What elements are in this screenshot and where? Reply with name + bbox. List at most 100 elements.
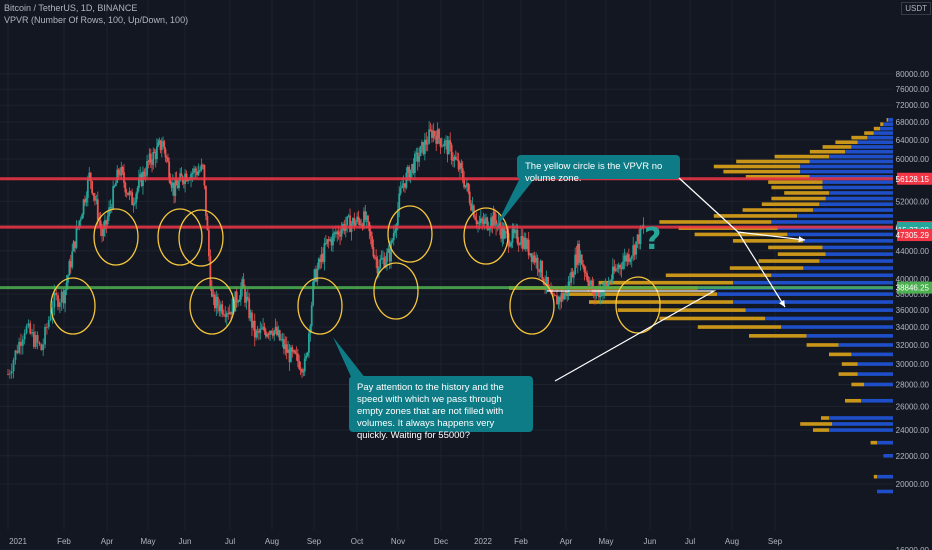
candle-body <box>71 251 74 268</box>
no-volume-circle <box>615 276 661 334</box>
candle-body <box>235 291 238 303</box>
candle-body <box>273 330 276 336</box>
candle-body <box>563 295 566 300</box>
candle-body <box>180 173 183 177</box>
candle-body <box>438 129 440 139</box>
candle-body <box>206 216 209 231</box>
candle-body <box>227 313 230 314</box>
candle-body <box>309 326 312 334</box>
candle-body <box>463 178 466 188</box>
candle-body <box>151 162 153 165</box>
candle-body <box>440 145 443 147</box>
candle-body <box>323 243 326 262</box>
volume-bar-down <box>883 454 893 458</box>
candle-body <box>326 239 329 244</box>
indicator-legend[interactable]: VPVR (Number Of Rows, 100, Up/Down, 100) <box>4 15 189 25</box>
candle-body <box>432 131 435 138</box>
candle-body <box>485 217 487 220</box>
candle-body <box>8 373 11 375</box>
volume-bar-up <box>694 232 788 237</box>
x-tick-label: Dec <box>434 537 448 546</box>
volume-bar-up <box>742 208 813 212</box>
candle-body <box>622 261 624 269</box>
x-tick-label: May <box>598 537 613 546</box>
candle-body <box>401 185 403 189</box>
candle-body <box>594 287 596 296</box>
candle-body <box>606 284 608 287</box>
x-tick-label: Jul <box>225 537 235 546</box>
candle-body <box>382 257 384 259</box>
candle-body <box>270 330 273 334</box>
candle-body <box>351 218 354 224</box>
y-tick-label: 26000.00 <box>896 402 930 411</box>
candle-body <box>467 183 470 192</box>
x-tick-label: Apr <box>101 537 114 546</box>
volume-bar-down <box>765 316 893 321</box>
level-tag-support: 38846.25 <box>896 284 930 293</box>
candle-body <box>319 258 322 263</box>
candle-body <box>539 260 542 273</box>
candle-body <box>127 192 129 196</box>
candle-body <box>124 182 127 193</box>
candle-body <box>91 181 94 194</box>
candle-body <box>164 149 167 158</box>
volume-bar-down <box>803 266 893 270</box>
candle-body <box>296 353 299 362</box>
candle-body <box>89 172 92 182</box>
candle-body <box>288 349 291 363</box>
candle-body <box>168 161 171 179</box>
candle-body <box>599 289 602 298</box>
volume-bar-down <box>877 440 893 445</box>
candle-body <box>349 215 351 233</box>
volume-bar-down <box>825 252 893 256</box>
currency-badge[interactable]: USDT <box>901 2 931 15</box>
candle-body <box>392 233 395 241</box>
volume-bar-up <box>777 252 826 256</box>
candle-body <box>153 151 156 153</box>
symbol-title: Bitcoin / TetherUS, 1D, BINANCE <box>4 3 138 13</box>
volume-bar-down <box>857 140 893 145</box>
volume-bar-down <box>888 118 893 122</box>
candle-body <box>535 257 538 263</box>
candle-body <box>386 252 388 262</box>
volume-bar-up <box>841 362 858 366</box>
candle-body <box>592 287 595 291</box>
candle-body <box>416 152 419 162</box>
candle-body <box>387 248 390 253</box>
candle-body <box>179 173 182 181</box>
candle-body <box>334 232 337 235</box>
candle-body <box>313 269 316 282</box>
candle-body <box>376 259 379 274</box>
candle-body <box>429 129 432 131</box>
x-tick-label: May <box>140 537 155 546</box>
candle-body <box>439 138 442 147</box>
candle-body <box>538 269 541 273</box>
callout-top-pointer <box>494 178 535 230</box>
candle-body <box>514 230 516 234</box>
x-tick-label: Oct <box>351 537 364 546</box>
candle-body <box>527 239 530 256</box>
candle-body <box>568 281 571 283</box>
candle-body <box>135 193 138 203</box>
candle-body <box>422 141 425 155</box>
candle-body <box>418 156 421 162</box>
volume-bar-up <box>617 308 746 312</box>
candle-body <box>435 135 438 144</box>
candle-body <box>74 241 76 248</box>
candle-body <box>363 211 365 229</box>
volume-bar-up <box>713 164 801 169</box>
no-volume-circle <box>297 277 343 335</box>
volume-bar-up <box>774 154 829 159</box>
candle-body <box>84 199 86 203</box>
candle-body <box>253 320 256 338</box>
volume-bar-up <box>784 191 829 195</box>
candle-body <box>251 312 253 328</box>
candle-body <box>346 216 349 226</box>
volume-bar-down <box>832 422 893 426</box>
candle-body <box>29 323 32 334</box>
candle-body <box>146 161 148 176</box>
volume-bar-up <box>886 118 889 122</box>
candle-body <box>216 296 219 307</box>
candle-body <box>222 313 225 315</box>
